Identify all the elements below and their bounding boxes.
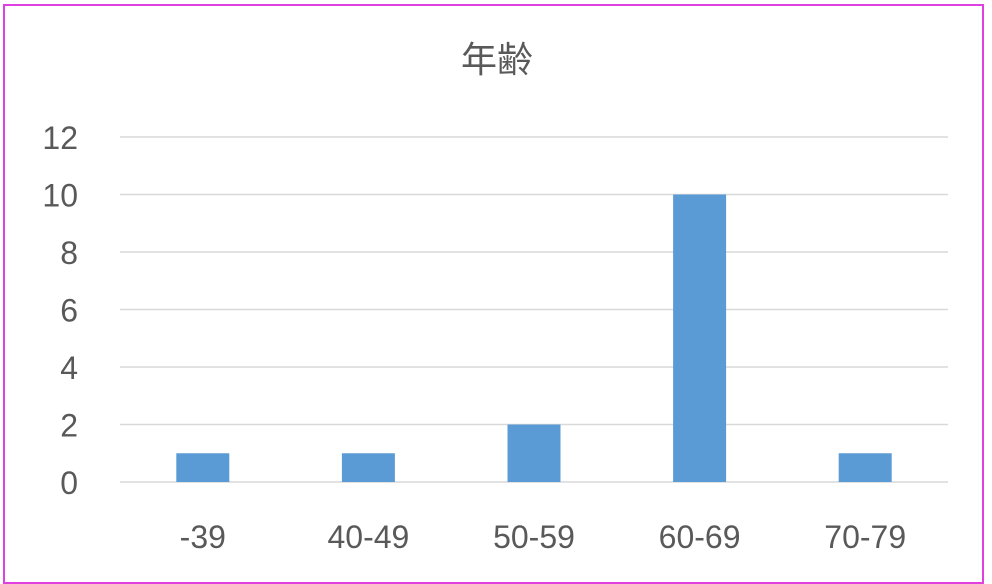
chart-frame	[3, 4, 984, 584]
chart-title: 年齢	[461, 40, 533, 81]
y-tick-label: 12	[42, 120, 78, 156]
bar-50-59	[507, 424, 561, 482]
bar-60-69	[673, 194, 727, 482]
x-tick-label: 60-69	[659, 519, 741, 555]
x-tick-label: -39	[180, 519, 226, 555]
bars	[176, 194, 892, 482]
x-tick-label: 70-79	[824, 519, 906, 555]
y-axis-ticks: 0 2 4 6 8 10 12	[42, 120, 78, 501]
y-tick-label: 2	[60, 408, 78, 444]
bar-40-49	[341, 453, 395, 482]
y-tick-label: 4	[60, 350, 78, 386]
x-tick-label: 40-49	[327, 519, 409, 555]
bar--39	[176, 453, 230, 482]
y-tick-label: 10	[42, 178, 78, 214]
y-tick-label: 0	[60, 465, 78, 501]
gridlines	[120, 136, 948, 483]
y-tick-label: 6	[60, 293, 78, 329]
bar-70-79	[838, 453, 892, 482]
x-axis-ticks: -39 40-49 50-59 60-69 70-79	[180, 519, 906, 555]
x-tick-label: 50-59	[493, 519, 575, 555]
y-tick-label: 8	[60, 235, 78, 271]
